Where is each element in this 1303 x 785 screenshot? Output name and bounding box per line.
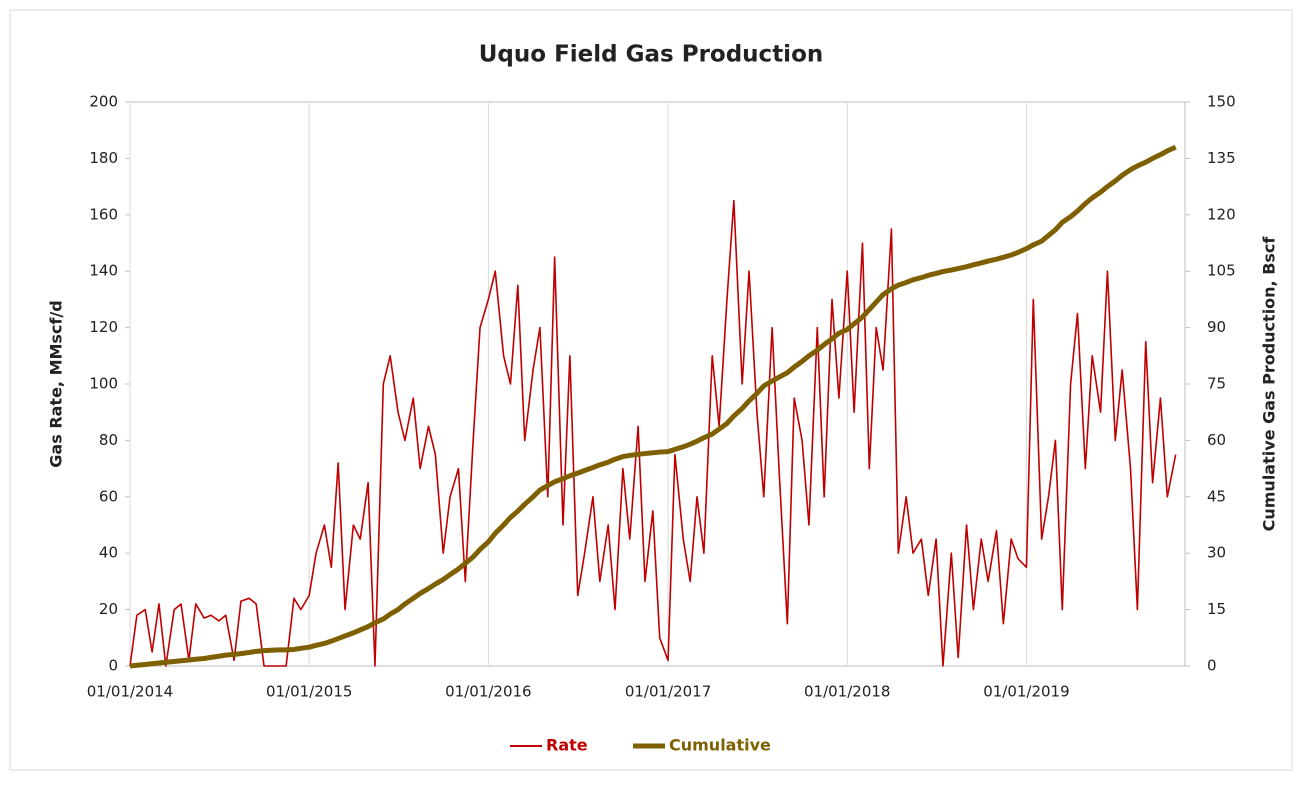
y-tick-label: 100: [89, 375, 118, 393]
y2-tick-label: 75: [1207, 375, 1226, 393]
y-tick-label: 80: [99, 431, 118, 449]
y-tick-label: 60: [99, 487, 118, 505]
y-axis-label: Gas Rate, MMscf/d: [47, 300, 66, 467]
y-tick-label: 200: [89, 93, 118, 111]
y2-tick-label: 105: [1207, 262, 1236, 280]
y-tick-label: 20: [99, 600, 118, 618]
y2-tick-label: 15: [1207, 600, 1226, 618]
y-tick-label: 120: [89, 318, 118, 336]
x-tick-label: 01/01/2018: [804, 683, 890, 701]
y-tick-label: 140: [89, 262, 118, 280]
y-tick-label: 0: [108, 657, 118, 675]
y2-tick-label: 30: [1207, 544, 1226, 562]
legend-label: Rate: [546, 736, 588, 755]
chart-title: Uquo Field Gas Production: [479, 42, 824, 68]
y-tick-label: 160: [89, 205, 118, 223]
y2-tick-label: 0: [1207, 657, 1217, 675]
x-tick-label: 01/01/2017: [625, 683, 711, 701]
y2-tick-label: 120: [1207, 205, 1236, 223]
y2-tick-label: 90: [1207, 318, 1226, 336]
y2-tick-label: 60: [1207, 431, 1226, 449]
y-tick-label: 180: [89, 149, 118, 167]
y2-tick-label: 150: [1207, 93, 1236, 111]
legend-label: Cumulative: [669, 736, 771, 755]
x-tick-label: 01/01/2016: [445, 683, 531, 701]
cumulative-line: [129, 144, 1177, 669]
x-tick-label: 01/01/2019: [983, 683, 1069, 701]
y2-tick-label: 45: [1207, 487, 1226, 505]
y2-tick-label: 135: [1207, 149, 1236, 167]
y2-axis-label: Cumulative Gas Production, Bscf: [1260, 236, 1279, 532]
chart-frame: [9, 9, 1293, 771]
x-tick-label: 01/01/2014: [87, 683, 173, 701]
rate-line: [129, 199, 1177, 667]
x-tick-label: 01/01/2015: [266, 683, 352, 701]
y-tick-label: 40: [99, 544, 118, 562]
